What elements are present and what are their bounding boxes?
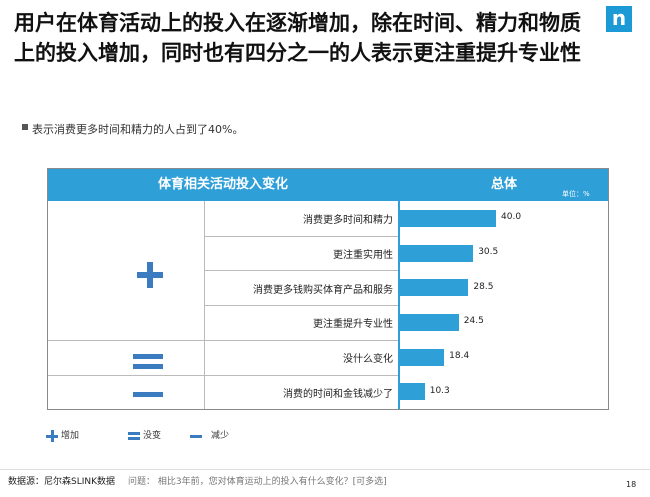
legend-increase: 增加 [46, 428, 80, 442]
unit-label: 单位：% [562, 190, 590, 198]
category-label: 更注重提升专业性 [313, 319, 393, 331]
category-label: 消费的时间和金钱减少了 [283, 388, 393, 400]
data-source: 数据源：尼尔森SLINK数据 [8, 477, 116, 487]
row-divider [48, 339, 398, 341]
table-header-left: 体育相关活动投入变化 [48, 169, 398, 201]
row-divider [205, 270, 398, 272]
bar [400, 313, 459, 331]
plus-icon [46, 429, 58, 442]
bar [400, 383, 425, 401]
bar [400, 348, 445, 366]
minus-icon [190, 432, 202, 440]
page-number: 18 [626, 480, 637, 489]
chart-frame [47, 168, 609, 410]
table-header-right: 总体 [400, 169, 608, 201]
row-divider [48, 374, 398, 376]
category-label: 消费更多时间和精力 [303, 215, 393, 227]
equals-icon [128, 431, 140, 440]
legend-decrease-label: 减少 [211, 431, 230, 441]
plus-icon [137, 262, 163, 288]
bar [400, 244, 474, 262]
bar [400, 279, 469, 297]
group-separator [204, 201, 205, 409]
subtitle: 表示消费更多时间和精力的人占到了40%。 [21, 123, 244, 136]
column-separator [398, 169, 400, 409]
category-label: 没什么变化 [343, 354, 393, 366]
value-label: 18.4 [449, 351, 470, 362]
legend-decrease: 减少 [190, 428, 229, 441]
legend-increase-label: 增加 [61, 431, 80, 441]
footer-divider [0, 469, 650, 470]
row-divider [205, 235, 398, 237]
value-label: 10.3 [429, 385, 450, 396]
page-title: 用户在体育活动上的投入在逐渐增加，除在时间、精力和物质上的投入增加，同时也有四分… [14, 11, 581, 65]
value-label: 30.5 [478, 247, 499, 258]
value-label: 40.0 [501, 212, 522, 223]
legend-same-label: 没变 [143, 431, 162, 441]
legend-same: 没变 [128, 428, 161, 441]
survey-question: 问题： 相比3年前，您对体育运动上的投入有什么变化？[可多选] [128, 477, 387, 487]
category-label: 消费更多钱购买体育产品和服务 [253, 284, 393, 296]
nielsen-logo: n [606, 6, 632, 32]
minus-icon [133, 392, 163, 397]
value-label: 24.5 [463, 316, 484, 327]
bar [400, 209, 496, 227]
equals-icon [133, 354, 163, 370]
row-divider [205, 305, 398, 307]
category-label: 更注重实用性 [333, 250, 393, 262]
value-label: 28.5 [473, 281, 494, 292]
